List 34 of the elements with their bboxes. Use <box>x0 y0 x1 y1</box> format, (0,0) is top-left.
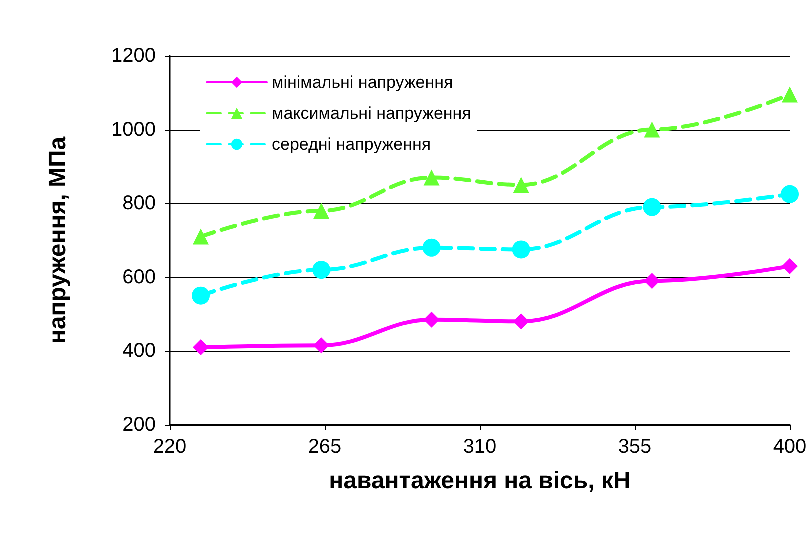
point <box>513 314 530 330</box>
point <box>193 228 209 245</box>
y-axis-title: напруження, МПа <box>44 136 72 344</box>
point <box>781 185 799 204</box>
point <box>422 238 441 257</box>
point <box>424 170 440 186</box>
point <box>644 122 660 138</box>
y-tick-label: 200 <box>122 414 156 436</box>
y-tick-label: 1000 <box>112 118 156 141</box>
point <box>314 338 330 354</box>
x-tick-label: 310 <box>463 436 497 458</box>
point <box>424 312 440 328</box>
x-axis-title: навантаження на вісь, кН <box>329 468 631 494</box>
point <box>512 240 530 259</box>
y-tick-label: 400 <box>122 340 156 362</box>
legend-label: середні напруження <box>272 135 432 154</box>
point <box>314 202 330 219</box>
legend-label: мінімальні напруження <box>272 73 454 92</box>
x-tick-label: 220 <box>153 436 187 458</box>
point <box>192 286 210 305</box>
point <box>643 198 662 216</box>
y-tick-label: 800 <box>122 192 156 215</box>
x-tick-label: 355 <box>618 436 652 458</box>
x-tick-label: 265 <box>308 436 342 458</box>
point <box>513 177 530 194</box>
point <box>782 86 798 103</box>
point <box>644 273 660 290</box>
legend-label: максимальні напруження <box>272 104 472 123</box>
point <box>193 340 209 356</box>
y-tick-label: 600 <box>122 266 156 288</box>
point <box>782 258 798 274</box>
y-tick-label: 1200 <box>112 45 156 67</box>
point <box>312 261 331 280</box>
x-tick-label: 400 <box>773 436 807 458</box>
